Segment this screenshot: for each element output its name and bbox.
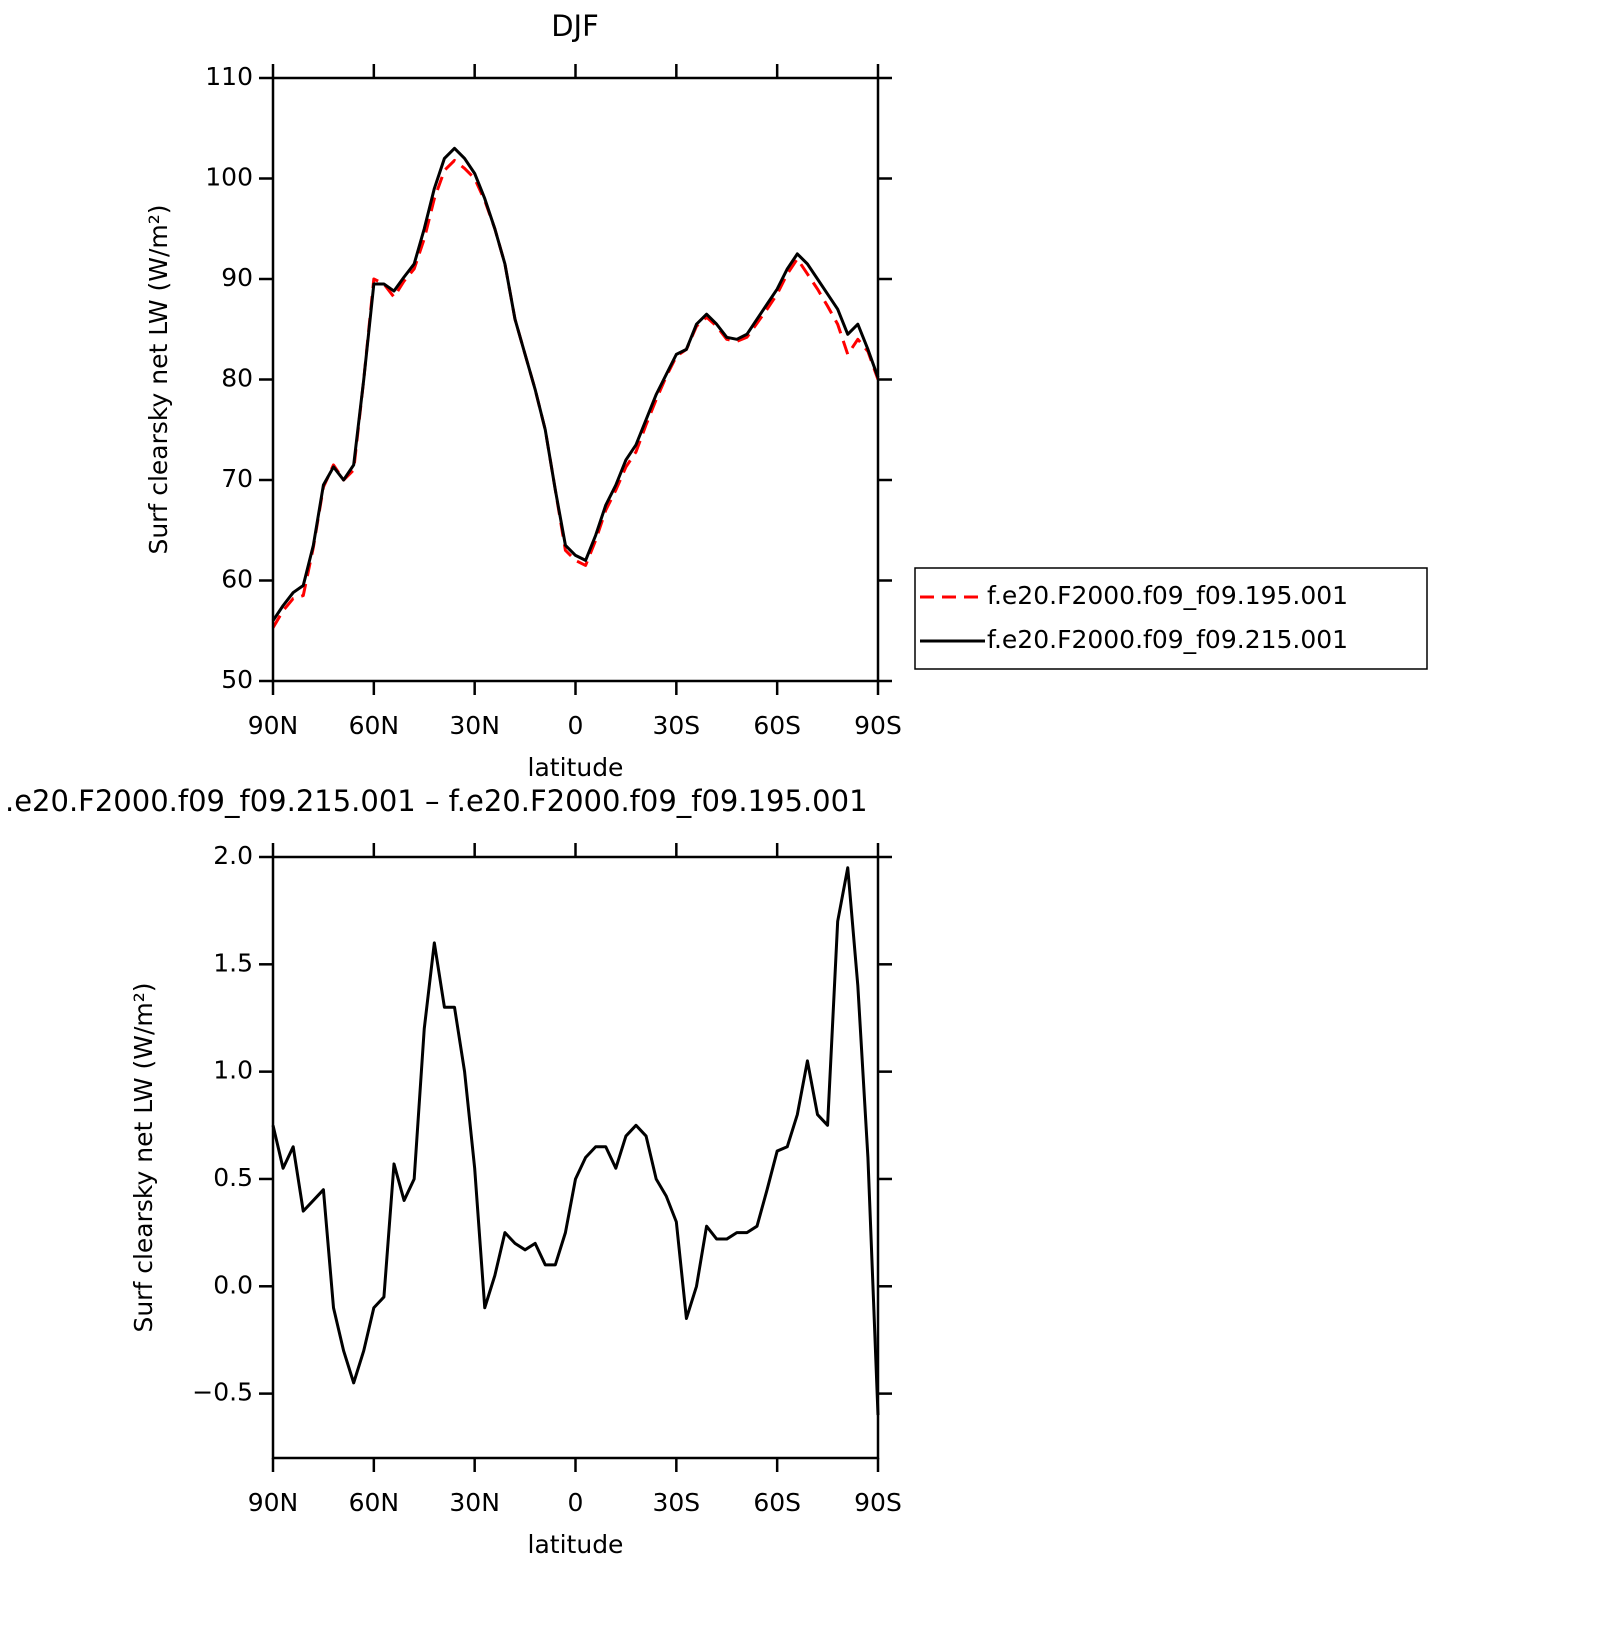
y-tick-label: 1.0: [213, 1056, 253, 1085]
x-axis-label: latitude: [528, 753, 624, 782]
y-axis-label: Surf clearsky net LW (W/m²): [129, 982, 158, 1332]
y-tick-label: 110: [205, 62, 253, 91]
legend-label: f.e20.F2000.f09_f09.215.001: [987, 625, 1348, 654]
y-tick-label: 50: [221, 665, 253, 694]
x-tick-label: 60N: [349, 711, 400, 740]
x-tick-label: 30N: [449, 711, 500, 740]
x-tick-label: 90N: [248, 711, 299, 740]
chart-title: DJF: [551, 9, 599, 43]
data-line: [271, 146, 880, 622]
y-tick-label: 70: [221, 464, 253, 493]
legend-label: f.e20.F2000.f09_f09.195.001: [987, 581, 1348, 610]
x-tick-label: 60N: [349, 1488, 400, 1517]
x-tick-label: 0: [568, 711, 584, 740]
y-tick-label: 2.0: [213, 841, 253, 870]
chart-title: .e20.F2000.f09_f09.215.001 – f.e20.F2000…: [5, 784, 868, 818]
x-tick-label: 60S: [753, 711, 801, 740]
x-tick-label: 30S: [652, 1488, 700, 1517]
legend-box: [914, 567, 1428, 670]
plot-frame: [271, 855, 880, 1460]
x-tick-label: 90S: [854, 1488, 902, 1517]
y-tick-label: 90: [221, 263, 253, 292]
y-tick-label: −0.5: [192, 1378, 253, 1407]
x-tick-label: 30S: [652, 711, 700, 740]
x-tick-label: 0: [568, 1488, 584, 1517]
x-axis-label: latitude: [528, 1530, 624, 1559]
x-tick-label: 30N: [449, 1488, 500, 1517]
y-tick-label: 60: [221, 565, 253, 594]
x-tick-label: 60S: [753, 1488, 801, 1517]
y-tick-label: 80: [221, 364, 253, 393]
plot-frame: [271, 76, 880, 683]
y-tick-label: 1.5: [213, 948, 253, 977]
y-tick-label: 0.5: [213, 1163, 253, 1192]
y-tick-label: 100: [205, 163, 253, 192]
x-tick-label: 90S: [854, 711, 902, 740]
y-tick-label: 0.0: [213, 1270, 253, 1299]
data-line: [271, 866, 880, 1416]
data-line: [271, 158, 880, 629]
x-tick-label: 90N: [248, 1488, 299, 1517]
y-axis-label: Surf clearsky net LW (W/m²): [144, 204, 173, 554]
